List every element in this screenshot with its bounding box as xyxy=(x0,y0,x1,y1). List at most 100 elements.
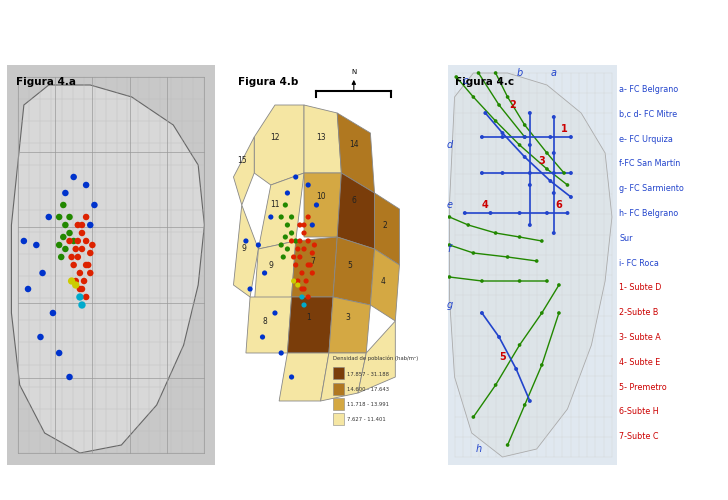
Point xyxy=(275,241,287,249)
Point xyxy=(280,201,291,209)
Point xyxy=(519,133,531,141)
Point xyxy=(60,245,71,253)
Text: 3: 3 xyxy=(345,312,350,322)
Text: 4- Subte E: 4- Subte E xyxy=(620,358,661,367)
Point xyxy=(257,333,269,341)
Point xyxy=(290,237,301,245)
Point xyxy=(519,153,531,161)
Polygon shape xyxy=(449,73,612,457)
Point xyxy=(562,181,574,189)
Point xyxy=(66,253,77,261)
Point xyxy=(451,73,462,81)
Point xyxy=(304,261,316,269)
Text: 7-Subte C: 7-Subte C xyxy=(620,432,659,441)
Text: Figura 4.c: Figura 4.c xyxy=(454,77,514,87)
Point xyxy=(53,213,65,221)
Point xyxy=(302,237,314,245)
Text: 6: 6 xyxy=(555,200,562,210)
Polygon shape xyxy=(304,105,341,173)
Polygon shape xyxy=(333,237,375,305)
Text: 2-Subte B: 2-Subte B xyxy=(620,308,659,317)
Text: Sur: Sur xyxy=(620,234,633,243)
Point xyxy=(18,237,30,245)
Point xyxy=(541,209,553,217)
Text: 11.718 - 13.991: 11.718 - 13.991 xyxy=(347,402,389,407)
Text: 4: 4 xyxy=(482,200,488,210)
Point xyxy=(541,149,553,157)
Point xyxy=(280,233,291,241)
Polygon shape xyxy=(254,241,296,305)
Point xyxy=(514,209,526,217)
Point xyxy=(288,277,299,285)
Text: f: f xyxy=(448,244,451,254)
Point xyxy=(541,165,553,173)
Point xyxy=(245,285,256,293)
Text: 2: 2 xyxy=(510,100,516,110)
Point xyxy=(536,237,547,245)
Point xyxy=(64,229,75,237)
Point xyxy=(541,277,553,285)
Point xyxy=(82,261,94,269)
Text: 15: 15 xyxy=(237,156,247,166)
Point xyxy=(74,269,86,277)
Point xyxy=(531,257,542,265)
Polygon shape xyxy=(12,85,205,453)
Point xyxy=(480,109,491,117)
Point xyxy=(70,277,82,285)
Point xyxy=(275,349,287,357)
Point xyxy=(536,309,547,317)
Text: 6: 6 xyxy=(352,196,356,205)
Text: h: h xyxy=(475,444,482,454)
Point xyxy=(548,113,560,121)
Point xyxy=(76,285,88,293)
Point xyxy=(494,333,505,341)
Text: d: d xyxy=(446,140,453,150)
Text: f-FC San Martín: f-FC San Martín xyxy=(620,160,681,168)
Text: e: e xyxy=(446,200,452,210)
Text: 4: 4 xyxy=(381,276,385,285)
Point xyxy=(306,221,318,229)
Point xyxy=(23,285,34,293)
Point xyxy=(502,441,513,449)
Text: 9: 9 xyxy=(242,244,246,254)
Point xyxy=(302,181,314,189)
Point xyxy=(298,245,310,253)
Text: 5: 5 xyxy=(347,260,352,270)
Point xyxy=(443,213,455,221)
Point xyxy=(485,209,496,217)
Point xyxy=(476,169,488,177)
Polygon shape xyxy=(291,237,337,297)
Polygon shape xyxy=(279,353,329,401)
Text: g: g xyxy=(446,300,453,310)
Point xyxy=(298,285,310,293)
Point xyxy=(548,149,560,157)
Text: 8: 8 xyxy=(262,316,267,326)
Point xyxy=(76,221,88,229)
Point xyxy=(285,373,297,381)
Point xyxy=(496,133,508,141)
Point xyxy=(472,69,484,77)
Point xyxy=(74,293,86,301)
Text: i- FC Roca: i- FC Roca xyxy=(620,258,660,268)
Point xyxy=(548,229,560,237)
Point xyxy=(60,221,71,229)
Point xyxy=(302,213,314,221)
Text: 9: 9 xyxy=(269,260,273,270)
Point xyxy=(80,213,92,221)
Polygon shape xyxy=(337,173,375,249)
Bar xyxy=(333,368,344,380)
Point xyxy=(53,241,65,249)
Point xyxy=(558,169,570,177)
Point xyxy=(302,261,314,269)
Point xyxy=(275,213,287,221)
Point xyxy=(80,181,92,189)
Point xyxy=(72,237,84,245)
Text: 2: 2 xyxy=(382,220,387,230)
Point xyxy=(565,193,577,201)
Point xyxy=(459,209,471,217)
Point xyxy=(80,261,92,269)
Point xyxy=(565,133,577,141)
Point xyxy=(35,333,47,341)
Point xyxy=(294,221,306,229)
Point xyxy=(510,365,522,373)
